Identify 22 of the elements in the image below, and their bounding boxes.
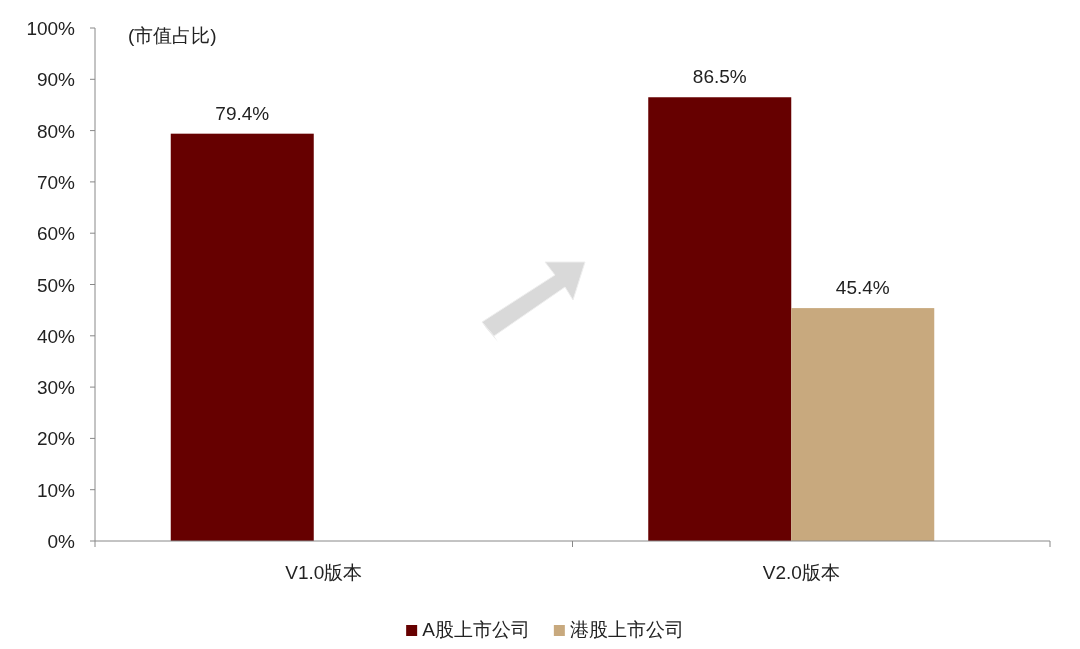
y-tick-label: 50% (36, 274, 76, 296)
y-tick-label: 20% (36, 428, 76, 450)
y-tick-label: 100% (26, 18, 76, 39)
bar (170, 133, 314, 541)
y-tick-label: 60% (36, 223, 76, 245)
y-tick-label: 80% (36, 120, 76, 142)
data-label: 79.4% (215, 102, 270, 124)
legend-label: A股上市公司 (422, 619, 530, 640)
data-label: 45.4% (835, 277, 890, 299)
x-tick-label: V2.0版本 (762, 562, 840, 583)
y-tick-label: 0% (47, 531, 76, 552)
data-label: 86.5% (692, 66, 747, 88)
y-tick-label: 90% (36, 69, 76, 91)
y-tick-label: 70% (36, 171, 76, 193)
y-axis-title: (市值占比) (128, 25, 217, 46)
bar (791, 308, 935, 541)
y-tick-label: 30% (36, 377, 76, 399)
y-tick-label: 10% (36, 479, 76, 501)
bar (648, 97, 792, 541)
x-tick-label: V1.0版本 (285, 562, 363, 583)
legend-label: 港股上市公司 (569, 619, 684, 640)
y-tick-label: 40% (36, 325, 76, 347)
